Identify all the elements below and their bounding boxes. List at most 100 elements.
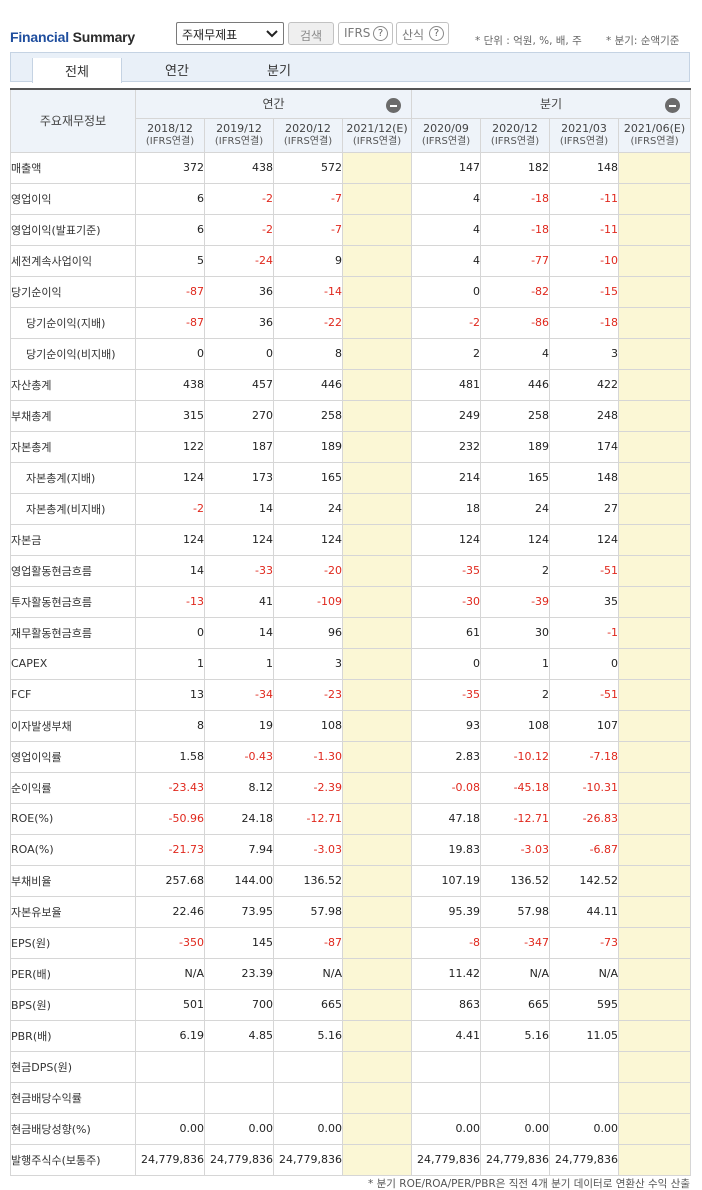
table-cell: 93 [411, 709, 482, 742]
table-cell: -18 [549, 306, 620, 339]
collapse-annual-icon[interactable] [386, 98, 402, 113]
period-label: 2020/12 [492, 122, 538, 135]
row-label: 자본총계 [10, 430, 136, 463]
row-label: 영업이익 [10, 182, 136, 215]
table-cell [618, 1019, 692, 1052]
table-cell: -11 [549, 182, 620, 215]
table-cell [618, 461, 692, 494]
statement-select[interactable]: 주재무제표 [176, 22, 284, 45]
table-cell: -6.87 [549, 833, 620, 866]
table-cell [618, 213, 692, 246]
table-cell: 182 [480, 151, 551, 184]
table-cell: 3 [549, 337, 620, 370]
table-cell: 0.00 [480, 1112, 551, 1145]
table-cell: 136.52 [273, 864, 343, 897]
table-cell: 3 [273, 647, 343, 680]
table-cell: 2 [480, 554, 551, 587]
table-cell: -86 [480, 306, 551, 339]
unit-note: * 단위 : 억원, %, 배, 주 [475, 35, 582, 47]
collapse-quarter-icon[interactable] [665, 98, 681, 113]
formula-help-button[interactable]: 산식 ? [396, 22, 449, 45]
table-row: 영업이익(발표기준) 6 -2 -7 4 -18 -11 [10, 213, 692, 246]
table-cell [618, 1081, 692, 1114]
table-cell: 18 [411, 492, 482, 525]
table-cell: 0 [549, 647, 620, 680]
period-basis: (IFRS연결) [283, 136, 333, 147]
table-cell: -13 [135, 585, 205, 618]
table-cell: -347 [480, 926, 551, 959]
table-cell: 5.16 [273, 1019, 343, 1052]
table-cell: -8 [411, 926, 482, 959]
tab-all[interactable]: 전체 [32, 58, 122, 83]
table-cell [618, 275, 692, 308]
table-row: 영업활동현금흐름 14 -33 -20 -35 2 -51 [10, 554, 692, 587]
table-cell: 173 [204, 461, 274, 494]
table-cell [618, 306, 692, 339]
table-cell: 4 [480, 337, 551, 370]
financial-summary-body: 매출액 372 438 572 147 182 148 영업이익 6 -2 -7 4 -18 -11 영업이… [10, 151, 692, 1176]
table-cell: -82 [480, 275, 551, 308]
period-header: 2020/12 (IFRS연결) [273, 117, 343, 153]
table-row: CAPEX 1 1 3 0 1 0 [10, 647, 692, 680]
period-basis: (IFRS연결) [352, 136, 402, 147]
table-row: 매출액 372 438 572 147 182 148 [10, 151, 692, 184]
basis-note: * 분기: 순액기준 [606, 35, 680, 47]
table-cell [411, 1081, 482, 1114]
table-cell: -20 [273, 554, 343, 587]
table-cell: -3.03 [480, 833, 551, 866]
table-cell [341, 864, 413, 897]
table-cell: 1 [204, 647, 274, 680]
row-label: 순이익률 [10, 771, 136, 804]
table-cell: 1 [480, 647, 551, 680]
table-cell [618, 554, 692, 587]
table-cell: 248 [549, 399, 620, 432]
table-cell [618, 957, 692, 990]
table-cell [341, 771, 413, 804]
table-cell [341, 1019, 413, 1052]
table-cell: 122 [135, 430, 205, 463]
quarter-group-label: 분기 [540, 97, 563, 112]
table-cell [341, 368, 413, 401]
table-cell: 27 [549, 492, 620, 525]
table-cell: 30 [480, 616, 551, 649]
search-button[interactable]: 검색 [288, 22, 334, 45]
table-row: 당기순이익 -87 36 -14 0 -82 -15 [10, 275, 692, 308]
tab-annual[interactable]: 연간 [165, 64, 189, 79]
table-cell: 7.94 [204, 833, 274, 866]
table-cell [341, 895, 413, 928]
table-cell: 446 [480, 368, 551, 401]
table-cell: 665 [480, 988, 551, 1021]
table-cell: -73 [549, 926, 620, 959]
row-label: FCF [10, 678, 136, 711]
table-cell: 124 [273, 523, 343, 556]
row-label: 현금배당수익률 [10, 1081, 136, 1114]
table-cell [618, 926, 692, 959]
table-cell: 0.00 [411, 1112, 482, 1145]
table-cell: -30 [411, 585, 482, 618]
table-row: 재무활동현금흐름 0 14 96 61 30 -1 [10, 616, 692, 649]
table-cell [618, 492, 692, 525]
row-label: 현금DPS(원) [10, 1050, 136, 1083]
table-cell [273, 1081, 343, 1114]
table-cell [341, 802, 413, 835]
ifrs-help-button[interactable]: IFRS ? [338, 22, 393, 45]
tab-quarter[interactable]: 분기 [267, 64, 291, 79]
table-cell: 57.98 [480, 895, 551, 928]
table-cell: 36 [204, 306, 274, 339]
table-cell: -51 [549, 678, 620, 711]
period-header-row: 2018/12 (IFRS연결) 2019/12 (IFRS연결) 2020/12 (IF… [11, 117, 692, 153]
table-cell: -1 [549, 616, 620, 649]
table-cell: 148 [549, 151, 620, 184]
row-label: 부채총계 [10, 399, 136, 432]
period-header: 2019/12 (IFRS연결) [204, 117, 274, 153]
ifrs-label: IFRS [344, 26, 371, 40]
table-row: 영업이익률 1.58 -0.43 -1.30 2.83 -10.12 -7.18 [10, 740, 692, 773]
period-header: 2021/03 (IFRS연결) [549, 117, 620, 153]
table-cell [341, 740, 413, 773]
table-cell: 44.11 [549, 895, 620, 928]
row-label: 자본총계(지배) [10, 461, 136, 494]
row-label: 영업활동현금흐름 [10, 554, 136, 587]
table-cell: 438 [135, 368, 205, 401]
table-cell [618, 740, 692, 773]
table-cell: -23 [273, 678, 343, 711]
